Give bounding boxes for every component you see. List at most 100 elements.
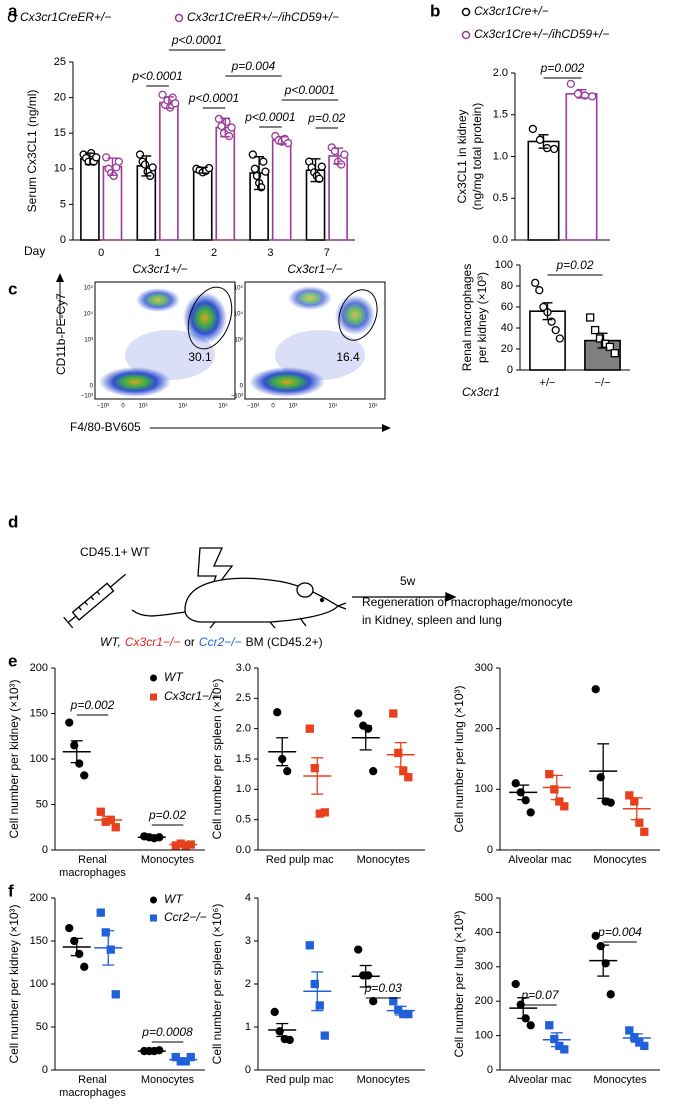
p-value: p=0.002 [70,698,115,712]
density-cloud [99,367,171,397]
data-point [596,773,605,782]
sem-bar [102,930,115,966]
error-bar [107,157,118,176]
data-point [625,1026,634,1035]
data-point [224,131,234,141]
error-bar [310,158,321,183]
flow-x-tick: 10³ [289,404,298,410]
data-point [586,313,595,322]
bar [565,93,598,241]
data-point [114,157,123,166]
data-point [640,1041,649,1051]
y-tick-label: 40 [501,322,513,334]
p-value: p<0.0001 [171,33,222,47]
flow-x-tick: 10³ [139,404,148,410]
x-axis-label: Day [24,244,45,258]
sem-bar [276,737,289,767]
transplant-diagram [63,547,457,629]
error-bar [538,134,549,149]
sem-bar [550,1032,563,1048]
data-point [545,1021,554,1030]
data-point [573,89,583,99]
y-tick-label: 50 [36,798,48,810]
y-tick-label: 4 [245,892,251,904]
x-tick-label: 3 [267,247,273,259]
data-point [273,708,282,717]
y-tick-label: 0.5 [236,814,251,826]
graft-part: or [184,635,195,649]
error-bar [197,166,208,174]
sem-bar [630,1033,643,1043]
data-point [389,709,398,718]
y-tick-label: 15 [54,127,66,139]
mouse-ear [296,582,314,598]
sem-bar [517,784,530,801]
x-tick-label: 1 [155,247,161,259]
y-axis-label: Serum Cx3CL1 (ng/ml) [25,90,39,213]
graft-part: BM (CD45.2+) [246,635,323,649]
y-axis-label: Cell number per lung (×10³) [452,685,466,832]
y-axis-label: Cell number per kidney (×10³) [7,679,21,838]
legend-marker [150,693,157,701]
data-point [270,1007,279,1017]
arrow-head [445,591,457,603]
data-point [111,990,120,999]
data-point [317,162,326,171]
data-point [535,286,544,295]
mouse-body [184,577,340,623]
y-tick-label: 100 [30,978,48,990]
flow-y-tick: 10⁴ [234,311,244,318]
flow-y-tick: 0 [240,384,244,390]
bar [215,126,236,241]
error-bar [576,88,587,99]
data-point [222,117,231,126]
data-point [606,990,615,999]
graft-part: WT, [100,635,121,649]
x-tick-label: Renal macrophages [59,1074,126,1099]
x-tick-label-box: Renal macrophages [59,854,126,879]
data-point [605,342,615,352]
y-tick-label: 1 [245,1021,251,1033]
data-point [354,945,363,954]
y-tick-label: 20 [501,343,513,355]
data-point [399,766,408,776]
y-tick-label: 0 [507,364,513,376]
y-tick-label: 100 [495,259,513,271]
gate-percent: 16.4 [336,350,360,364]
data-point [526,808,535,817]
x-tick-label-box: Alveolar mac [508,854,572,866]
sem-bar [70,937,83,957]
y-tick-label: 80 [501,280,513,292]
data-point [625,791,634,800]
data-point [96,908,105,917]
flow-x-tick: −10³ [247,404,259,410]
data-point [135,150,145,159]
y-axis-label: Cell number per spleen (×10⁶) [210,679,224,840]
mouse-legs [209,617,307,629]
y-tick-label: 100 [475,1030,493,1042]
data-point [283,139,293,148]
data-point [606,798,615,807]
flow-plots [56,273,391,432]
y-axis-label: Renal macrophages [460,264,474,371]
data-point [394,748,403,758]
data-point [285,1035,294,1045]
data-point [566,79,576,89]
flow-title: Cx3cr1+/− [132,262,187,276]
data-point [535,135,545,144]
data-point [310,979,319,989]
sem-bar [311,757,324,795]
flow-y-tick: 10⁵ [84,285,94,292]
y-tick-label: 60 [501,301,513,313]
flow-x-tick: 0 [271,404,275,410]
sem-bar [276,1022,289,1038]
p-value: p<0.0001 [188,91,239,105]
y-tick-label: 0 [42,844,48,856]
y-tick-label: 200 [475,723,493,735]
y-tick-label: 10 [54,163,66,175]
p-value: p=0.002 [540,61,585,75]
x-tick-label-box: Red pulp mac [266,1074,334,1086]
density-cloud [335,295,375,335]
mouse-eye [319,597,325,603]
flow-x-tick: 0 [121,404,125,410]
